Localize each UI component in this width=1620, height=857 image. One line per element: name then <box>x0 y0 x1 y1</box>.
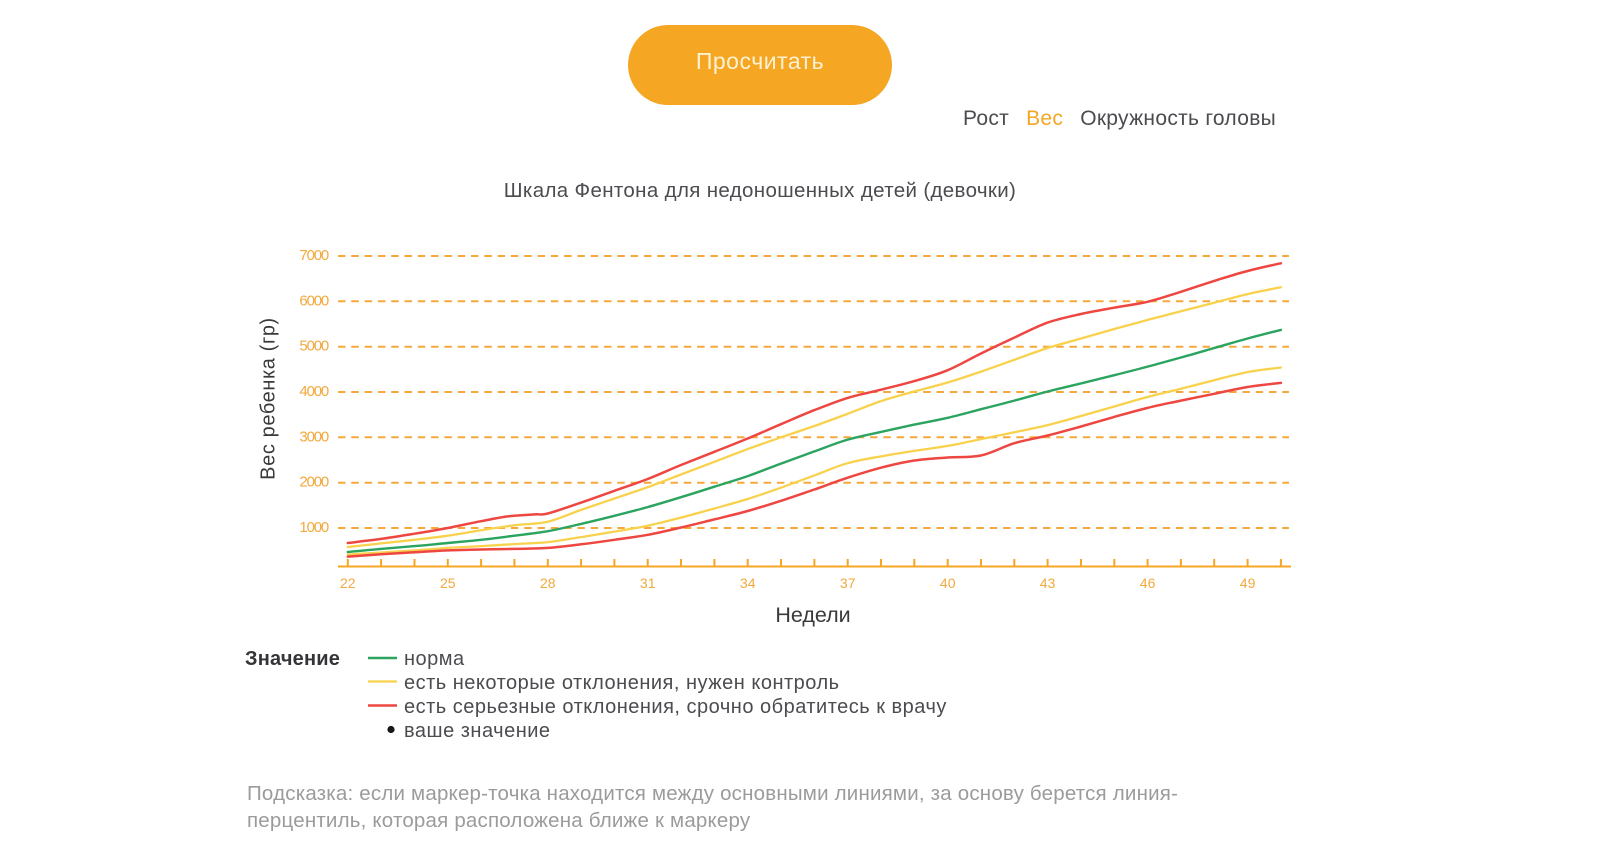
svg-text:22: 22 <box>340 575 356 591</box>
svg-text:1000: 1000 <box>299 519 328 536</box>
svg-text:2000: 2000 <box>299 474 328 491</box>
svg-text:43: 43 <box>1040 575 1056 591</box>
svg-text:7000: 7000 <box>299 247 328 264</box>
svg-text:40: 40 <box>940 575 956 591</box>
svg-text:6000: 6000 <box>299 292 328 309</box>
svg-text:31: 31 <box>640 575 656 591</box>
svg-text:37: 37 <box>840 575 856 591</box>
svg-text:46: 46 <box>1140 575 1156 591</box>
svg-text:49: 49 <box>1240 575 1256 591</box>
svg-text:5000: 5000 <box>299 338 328 355</box>
svg-text:4000: 4000 <box>299 383 328 400</box>
svg-text:28: 28 <box>540 575 556 591</box>
svg-text:25: 25 <box>440 575 456 591</box>
svg-text:3000: 3000 <box>299 428 328 445</box>
svg-text:34: 34 <box>740 575 756 591</box>
